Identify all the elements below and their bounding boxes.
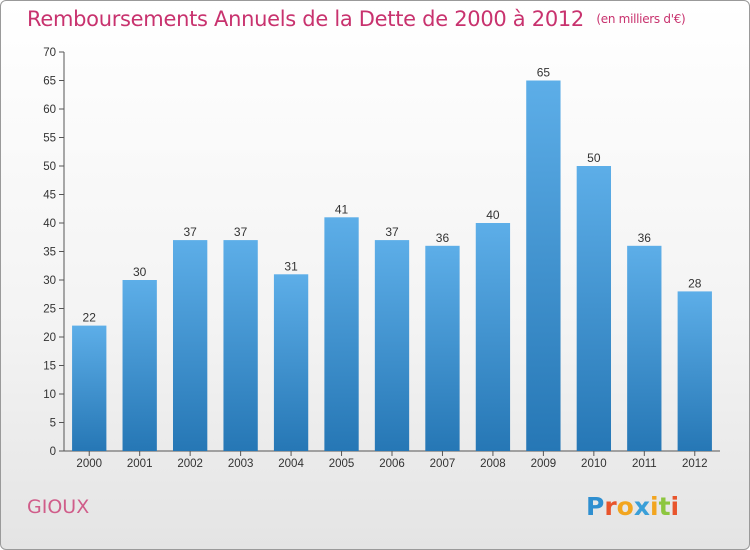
bar bbox=[576, 166, 612, 451]
bar bbox=[172, 240, 208, 451]
y-tick-label: 40 bbox=[43, 218, 56, 230]
y-tick-label: 65 bbox=[43, 76, 56, 88]
bar bbox=[677, 291, 712, 451]
bar bbox=[273, 274, 309, 451]
logo-letter: i bbox=[650, 492, 659, 521]
bar-value-label: 37 bbox=[385, 225, 399, 239]
bar-value-label: 65 bbox=[537, 66, 551, 80]
y-tick-label: 0 bbox=[50, 446, 56, 458]
x-tick-label: 2005 bbox=[329, 458, 355, 470]
y-tick-label: 5 bbox=[50, 418, 56, 430]
y-tick-label: 35 bbox=[43, 247, 56, 259]
x-tick-label: 2009 bbox=[531, 458, 557, 470]
logo-letter: t bbox=[658, 492, 671, 521]
bar-value-label: 50 bbox=[587, 151, 601, 165]
bar bbox=[122, 280, 157, 451]
bar-value-label: 36 bbox=[436, 231, 450, 245]
logo-letter: x bbox=[633, 492, 650, 521]
y-tick-label: 30 bbox=[43, 275, 56, 287]
y-tick-label: 20 bbox=[43, 332, 56, 344]
bar bbox=[475, 223, 511, 451]
bar-value-label: 31 bbox=[284, 259, 298, 273]
y-tick-label: 10 bbox=[43, 389, 56, 401]
bar bbox=[223, 240, 258, 451]
x-tick-label: 2002 bbox=[177, 458, 203, 470]
y-tick-label: 45 bbox=[43, 190, 56, 202]
x-tick-label: 2006 bbox=[379, 458, 405, 470]
bars: 22 30 37 37 31 41 37 36 40 65 50 36 28 bbox=[72, 66, 712, 451]
chart-title-text: Remboursements Annuels de la Dette de 20… bbox=[27, 7, 584, 31]
bar-value-label: 41 bbox=[335, 202, 349, 216]
logo-letter: P bbox=[586, 492, 605, 521]
bar-value-label: 37 bbox=[183, 225, 197, 239]
x-tick-label: 2003 bbox=[228, 458, 254, 470]
bar-value-label: 30 bbox=[133, 265, 147, 279]
x-tick-label: 2007 bbox=[430, 458, 456, 470]
bar-value-label: 28 bbox=[688, 276, 702, 290]
bar bbox=[627, 245, 662, 451]
bar bbox=[324, 217, 359, 451]
logo-letter: i bbox=[670, 492, 680, 521]
y-tick-label: 25 bbox=[43, 304, 56, 316]
x-tick-label: 2011 bbox=[632, 458, 657, 470]
bar-value-label: 36 bbox=[638, 231, 652, 245]
commune-name: GIOUX bbox=[27, 496, 90, 518]
bar bbox=[425, 245, 460, 451]
proxiti-logo: Proxiti bbox=[586, 492, 679, 521]
bar bbox=[526, 80, 561, 451]
bar-value-label: 40 bbox=[486, 208, 500, 222]
y-tick-label: 15 bbox=[43, 361, 56, 373]
logo-letter: o bbox=[616, 492, 634, 521]
y-tick-label: 60 bbox=[43, 104, 56, 116]
y-tick-label: 50 bbox=[43, 161, 56, 173]
x-tick-label: 2010 bbox=[581, 458, 607, 470]
bar bbox=[374, 240, 410, 451]
x-tick-label: 2001 bbox=[127, 458, 153, 470]
x-tick-label: 2012 bbox=[682, 458, 708, 470]
chart-title: Remboursements Annuels de la Dette de 20… bbox=[27, 7, 686, 31]
x-tick-label: 2008 bbox=[480, 458, 506, 470]
x-axis: 2000 2001 2002 2003 2004 2005 2006 2007 2008 2009… bbox=[76, 451, 708, 470]
x-tick-label: 2000 bbox=[76, 458, 102, 470]
bar-value-label: 37 bbox=[234, 225, 248, 239]
bar bbox=[72, 325, 107, 451]
bar-value-label: 22 bbox=[83, 311, 97, 325]
y-tick-label: 70 bbox=[43, 47, 56, 59]
chart-unit-note: (en milliers d'€) bbox=[596, 12, 686, 26]
x-tick-label: 2004 bbox=[278, 458, 304, 470]
y-tick-label: 55 bbox=[43, 133, 56, 145]
logo-letter: r bbox=[604, 492, 617, 521]
